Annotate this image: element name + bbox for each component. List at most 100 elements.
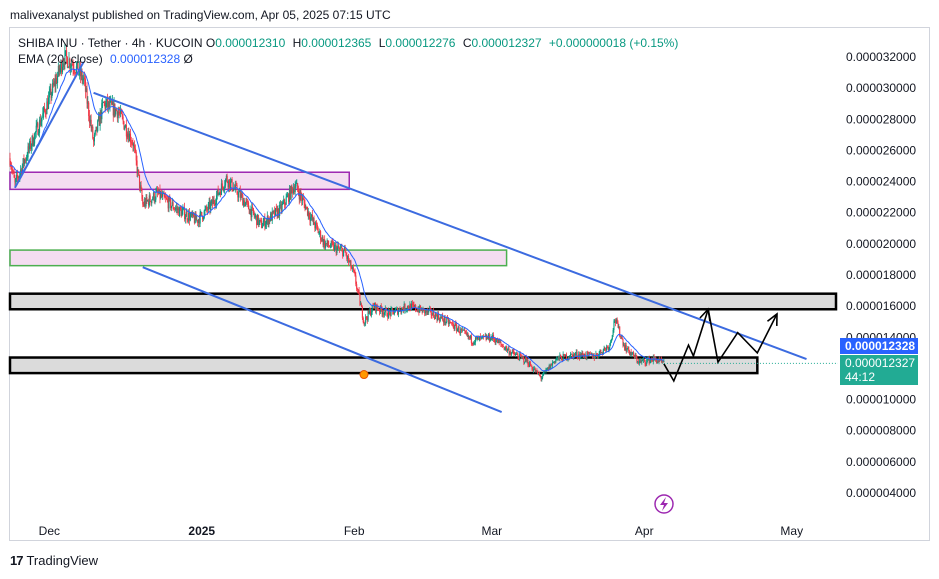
candle-body <box>574 353 576 355</box>
candle-body <box>115 109 117 115</box>
candle-body <box>367 311 369 321</box>
candle-body <box>479 336 481 341</box>
candle-body <box>93 134 96 142</box>
candle-body <box>28 146 30 150</box>
candle-body <box>341 247 343 249</box>
candle-body <box>387 316 389 318</box>
candle-body <box>123 121 125 130</box>
candle-body <box>438 314 440 319</box>
candle-body <box>467 333 469 338</box>
candle-body <box>451 322 453 324</box>
candle-body <box>108 101 110 107</box>
candle-body <box>582 352 584 356</box>
candle-body <box>396 307 398 309</box>
candle-body <box>548 365 550 370</box>
candle-body <box>557 356 559 358</box>
candle-body <box>247 200 249 203</box>
ema-label[interactable]: EMA (20, close) <box>18 52 103 66</box>
candle-body <box>379 305 381 312</box>
candle-body <box>356 284 358 289</box>
candle-body <box>360 304 362 306</box>
symbol-label[interactable]: SHIBA INU · Tether · 4h · KUCOIN <box>18 36 203 50</box>
candle-body <box>66 57 68 68</box>
candle-body <box>216 195 218 204</box>
candle-body <box>114 103 116 115</box>
candle-body <box>170 205 173 209</box>
candle-body <box>56 78 58 84</box>
candle-body <box>174 209 176 211</box>
candle-body <box>338 248 341 250</box>
candle-body <box>629 350 631 355</box>
y-tick-label: 0.000018000 <box>846 268 916 282</box>
candle-body <box>501 343 503 346</box>
candle-body <box>111 101 113 105</box>
candle-body <box>306 206 308 208</box>
low-label: L <box>378 36 386 50</box>
candle-body <box>410 304 412 311</box>
candle-body <box>415 310 418 312</box>
candle-body <box>225 175 227 180</box>
candle-body <box>250 209 252 218</box>
candle-body <box>15 178 17 183</box>
candle-body <box>210 203 212 210</box>
tradingview-logo[interactable]: 17 TradingView <box>10 553 98 568</box>
candle-body <box>315 222 318 225</box>
candle-body <box>654 357 656 359</box>
candle-body <box>388 310 390 318</box>
open-label: O <box>205 36 216 50</box>
candle-body <box>213 199 215 204</box>
candle-body <box>79 66 82 77</box>
candle-body <box>628 346 630 351</box>
candle-body <box>48 97 50 109</box>
candle-body <box>290 185 292 199</box>
candle-body <box>164 196 166 198</box>
candle-body <box>179 206 181 216</box>
candle-body <box>22 158 24 166</box>
candle-body <box>642 358 645 361</box>
candle-body <box>201 212 203 216</box>
candle-body <box>650 359 652 361</box>
candle-body <box>466 333 468 335</box>
lightning-icon <box>660 497 668 511</box>
candle-body <box>101 103 103 120</box>
candle-body <box>223 188 225 190</box>
candle-body <box>541 377 543 380</box>
candle-body <box>263 217 265 223</box>
legend-row-ohlc: SHIBA INU · Tether · 4h · KUCOIN O0.0000… <box>18 35 678 51</box>
candle-body <box>311 214 313 217</box>
candle-body <box>188 212 190 221</box>
candle-body <box>67 67 69 68</box>
candle-body <box>473 343 475 345</box>
candle-body <box>592 355 595 358</box>
y-tick-label: 0.000024000 <box>846 175 916 189</box>
candle-body <box>61 66 64 73</box>
candle-body <box>98 116 100 126</box>
candle-body <box>561 360 563 362</box>
candle-body <box>574 353 577 355</box>
candle-body <box>127 133 129 138</box>
candle-body <box>69 59 71 68</box>
candle-body <box>434 313 436 320</box>
candle-body <box>514 353 516 356</box>
candle-body <box>512 350 514 352</box>
candle-body <box>533 368 536 370</box>
candle-body <box>556 357 558 360</box>
candle-body <box>465 332 468 335</box>
candle-body <box>11 169 14 171</box>
candle-body <box>303 199 305 204</box>
candle-body <box>234 184 236 189</box>
candle-body <box>52 83 54 94</box>
candle-body <box>552 362 554 364</box>
candle-body <box>312 217 314 221</box>
ema-price-tag: 0.000012328 <box>840 338 918 354</box>
candle-body <box>179 206 182 210</box>
candle-body <box>614 319 616 322</box>
candle-body <box>353 270 355 272</box>
candle-body <box>297 183 299 190</box>
candle-body <box>391 308 393 310</box>
candle-body <box>154 199 156 202</box>
candle-body <box>298 193 300 200</box>
candle-body <box>52 83 55 86</box>
candle-body <box>29 141 31 150</box>
